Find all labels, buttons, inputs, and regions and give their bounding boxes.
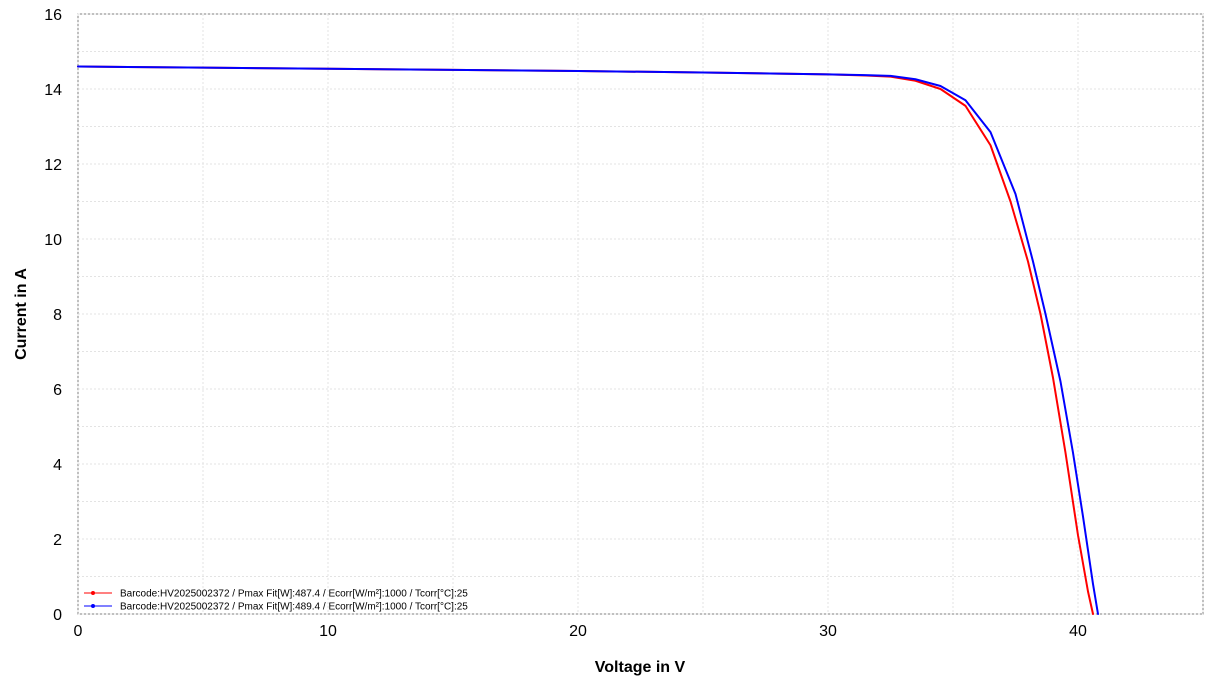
grid-y [78, 13, 1203, 615]
x-tick-label: 30 [819, 623, 837, 640]
series-line-2 [77, 65, 1099, 615]
x-tick-label: 40 [1069, 623, 1087, 640]
y-tick-label: 0 [53, 607, 62, 624]
x-tick-labels: 0 10 20 30 40 [74, 623, 1087, 640]
y-axis-title: Current in A [13, 268, 30, 360]
y-tick-labels: 0 2 4 6 8 10 12 14 16 [44, 7, 62, 624]
x-tick-label: 20 [569, 623, 587, 640]
legend-label-1: Barcode:HV2025002372 / Pmax Fit[W]:487.4… [120, 589, 468, 600]
y-tick-label: 14 [44, 82, 62, 99]
legend-marker-2 [91, 604, 95, 608]
y-tick-label: 6 [53, 382, 62, 399]
y-tick-label: 8 [53, 307, 62, 324]
x-tick-label: 0 [74, 623, 83, 640]
y-tick-label: 2 [53, 532, 62, 549]
legend-label-2: Barcode:HV2025002372 / Pmax Fit[W]:489.4… [120, 602, 468, 613]
series-layer [77, 65, 1099, 615]
x-tick-label: 10 [319, 623, 337, 640]
y-tick-label: 4 [53, 457, 62, 474]
y-tick-label: 12 [44, 157, 62, 174]
legend-marker-1 [91, 591, 95, 595]
y-tick-label: 10 [44, 232, 62, 249]
x-axis-title: Voltage in V [595, 659, 686, 676]
y-tick-label: 16 [44, 7, 62, 24]
legend: Barcode:HV2025002372 / Pmax Fit[W]:487.4… [84, 589, 468, 613]
